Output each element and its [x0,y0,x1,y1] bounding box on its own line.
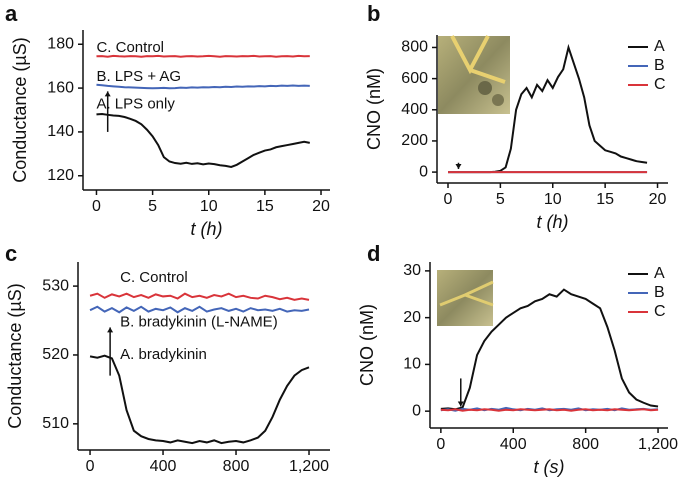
x-axis-label: t (s) [534,457,565,477]
arrow-head [107,327,114,333]
x-tick-label: 400 [500,436,527,453]
inset-image [437,270,493,326]
y-tick-label: 120 [47,167,74,184]
x-tick-label: 0 [436,436,445,453]
arrow-head [455,163,462,169]
data-line [96,83,310,90]
x-tick-label: 1,200 [638,436,678,453]
y-tick-label: 180 [47,35,74,52]
y-tick-label: 160 [47,79,74,96]
x-axis-label: t (h) [536,212,568,232]
legend-label: C [654,76,666,93]
x-tick-label: 5 [148,198,157,215]
annotation: C. Control [120,269,188,286]
y-axis-label: CNO (nM) [364,68,384,150]
legend-label: A [654,265,665,282]
x-axis-label: t (h) [190,219,222,239]
panel-label: d [367,241,380,266]
legend-label: B [654,284,665,301]
data-line [440,408,659,412]
x-tick-label: 15 [256,198,274,215]
y-tick-label: 140 [47,123,74,140]
panel-label: c [5,241,17,266]
x-tick-label: 5 [496,191,505,208]
arrow-head [104,91,111,97]
panel-label: a [5,1,18,26]
x-tick-label: 20 [312,198,330,215]
x-tick-label: 800 [223,458,250,475]
inset-electrodes [450,35,506,84]
x-tick-label: 20 [649,191,667,208]
data-line [96,112,310,169]
y-tick-label: 20 [403,309,421,326]
x-tick-label: 1,200 [289,458,329,475]
annotation: C. Control [96,39,164,56]
legend-label: A [654,38,665,55]
x-tick-label: 10 [200,198,218,215]
y-tick-label: 510 [42,415,69,432]
y-tick-label: 0 [419,163,428,180]
x-tick-label: 0 [86,458,95,475]
annotation: A. bradykinin [120,346,207,363]
x-tick-label: 0 [92,198,101,215]
y-tick-label: 800 [401,39,428,56]
y-axis-label: Conductance (µS) [10,37,30,182]
x-tick-label: 10 [544,191,562,208]
y-tick-label: 400 [401,101,428,118]
data-line [89,292,310,301]
arrow-head [457,401,464,407]
panel-label: b [367,1,380,26]
y-tick-label: 30 [403,262,421,279]
data-line [89,305,310,314]
y-tick-label: 530 [42,277,69,294]
y-axis-label: Conductance (µS) [5,283,25,428]
y-tick-label: 10 [403,356,421,373]
annotation: B. bradykinin (L-NAME) [120,314,278,331]
inset-cell [478,81,492,95]
y-tick-label: 600 [401,70,428,87]
x-tick-label: 800 [572,436,599,453]
data-line [96,54,310,58]
y-tick-label: 520 [42,346,69,363]
data-line [440,288,659,411]
y-tick-label: 200 [401,132,428,149]
annotation: B. LPS + AG [96,68,181,85]
legend-label: B [654,57,665,74]
y-axis-label: CNO (nM) [357,304,377,386]
inset-electrodes [439,280,494,307]
y-tick-label: 0 [412,402,421,419]
x-tick-label: 400 [150,458,177,475]
data-line [89,354,310,445]
annotation: A. LPS only [96,95,175,112]
x-tick-label: 0 [444,191,453,208]
legend-label: C [654,303,666,320]
inset-cell [492,94,504,106]
x-tick-label: 15 [596,191,614,208]
